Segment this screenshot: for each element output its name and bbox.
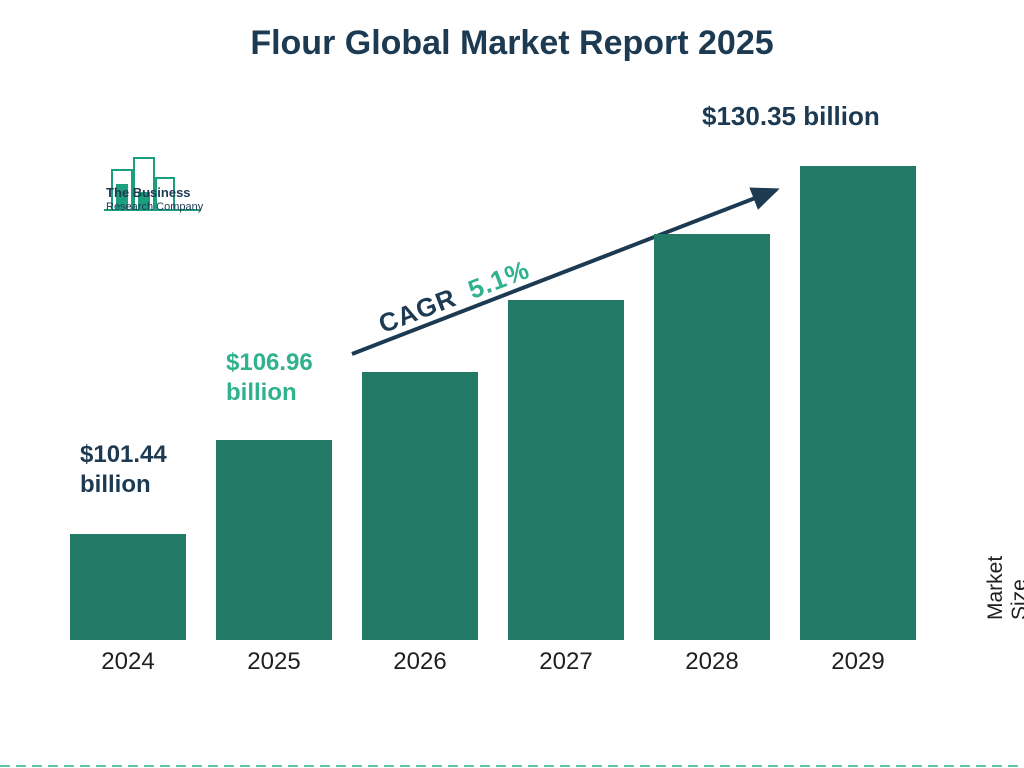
plot-area: CAGR 5.1% $101.44billion$106.96billion$1… [70,110,940,640]
bar-2028 [654,234,770,640]
bar-2027 [508,300,624,640]
x-label-2026: 2026 [393,648,446,676]
y-axis-label: Market Size (in USD billion) [984,556,1024,620]
page: Flour Global Market Report 2025 The Busi… [0,0,1024,768]
bar-2024 [70,534,186,640]
chart-title: Flour Global Market Report 2025 [0,24,1024,63]
value-label-0: $101.44billion [80,440,167,500]
value-label-1: $106.96billion [226,348,313,408]
value-label-2: $130.35 billion [702,100,880,133]
x-label-2029: 2029 [831,648,884,676]
bar-2029 [800,166,916,640]
bar-2026 [362,372,478,640]
x-label-2028: 2028 [685,648,738,676]
x-label-2025: 2025 [247,648,300,676]
x-label-2027: 2027 [539,648,592,676]
bar-chart: CAGR 5.1% $101.44billion$106.96billion$1… [70,110,940,670]
x-label-2024: 2024 [101,648,154,676]
bar-2025 [216,440,332,640]
